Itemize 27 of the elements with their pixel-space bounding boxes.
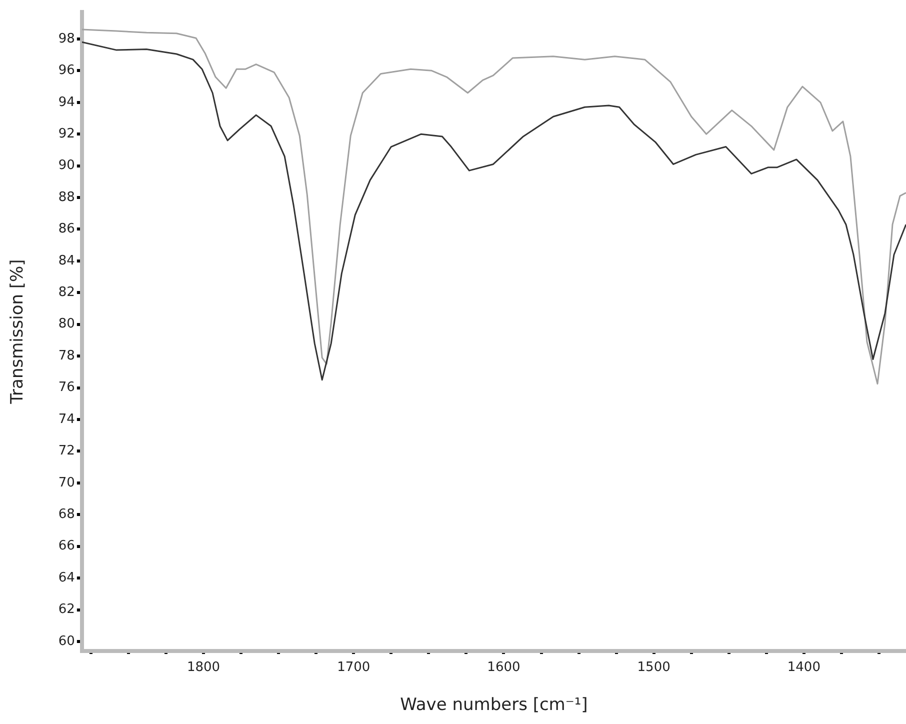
- y-tick-label: 70: [58, 475, 75, 490]
- y-tick-label: 94: [58, 94, 75, 110]
- y-tick-label: 98: [58, 31, 75, 46]
- y-tick-label: 76: [58, 380, 75, 396]
- y-tick-label: 96: [58, 63, 75, 78]
- y-tick-label: 88: [58, 190, 75, 205]
- x-tick-label: 1800: [186, 660, 220, 676]
- y-tick-label: 68: [58, 507, 75, 522]
- y-tick-label: 90: [58, 158, 75, 174]
- x-tick-label: 1400: [787, 660, 820, 676]
- y-tick-label: 64: [58, 570, 75, 586]
- y-tick-label: 92: [58, 126, 75, 142]
- y-tick-label: 60: [58, 634, 75, 649]
- x-tick-label: 1600: [487, 660, 520, 676]
- y-tick-label: 86: [58, 222, 75, 237]
- y-tick-label: 62: [58, 602, 75, 618]
- x-tick-label: 1700: [337, 660, 370, 676]
- y-tick-label: 80: [58, 316, 75, 332]
- y-tick-label: 66: [58, 538, 75, 554]
- x-axis-title: Wave numbers [cm⁻¹]: [400, 695, 588, 716]
- y-tick-label: 74: [58, 412, 75, 427]
- y-axis-title: Transmission [%]: [8, 259, 28, 405]
- y-tick-label: 82: [58, 285, 75, 300]
- y-tick-label: 72: [58, 444, 75, 459]
- x-tick-label: 1500: [637, 660, 670, 676]
- y-tick-label: 78: [58, 348, 75, 364]
- y-tick-label: 84: [58, 253, 75, 268]
